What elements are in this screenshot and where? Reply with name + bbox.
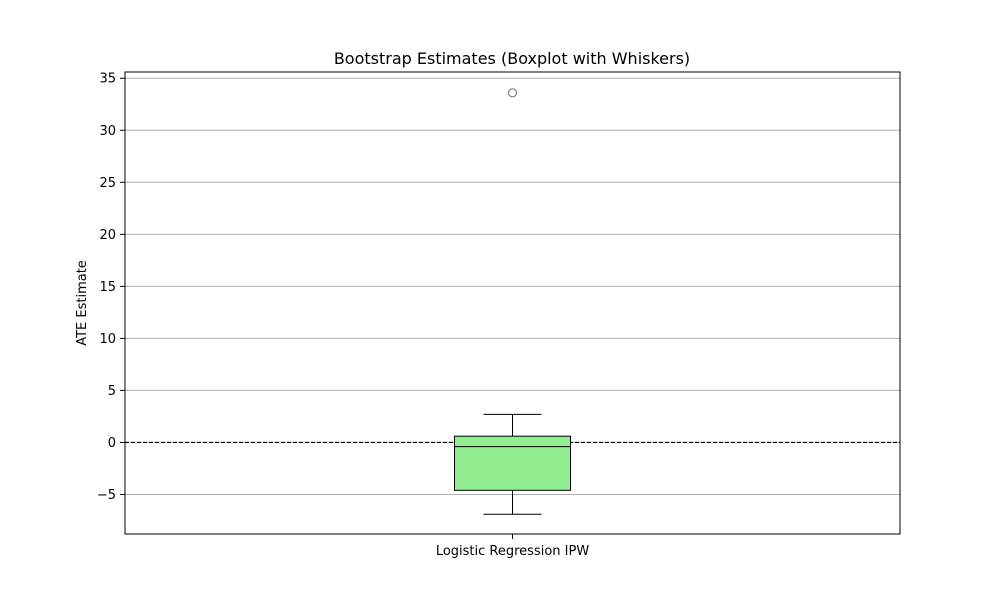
y-tick-label: 35	[99, 72, 116, 87]
chart-title: Bootstrap Estimates (Boxplot with Whiske…	[334, 49, 690, 68]
y-tick-label: 15	[99, 280, 116, 295]
y-tick-label: 30	[99, 124, 116, 139]
outlier-point	[507, 88, 518, 98]
y-tick-label: 5	[108, 384, 116, 399]
y-tick-label: 25	[99, 176, 116, 191]
tick-layer: −5 0 5 10 15 20 25 30 35 Logistic Regression IPW	[97, 72, 589, 559]
iqr-box	[454, 435, 571, 491]
y-tick-label: 20	[99, 228, 116, 243]
box-layer	[454, 88, 571, 515]
box-group	[454, 88, 571, 515]
x-tick-label: Logistic Regression IPW	[436, 544, 590, 559]
y-tick-label: 10	[99, 332, 116, 347]
y-tick-label: 0	[108, 436, 116, 451]
y-tick-label: −5	[97, 488, 116, 503]
y-axis-label: ATE Estimate	[75, 260, 90, 346]
